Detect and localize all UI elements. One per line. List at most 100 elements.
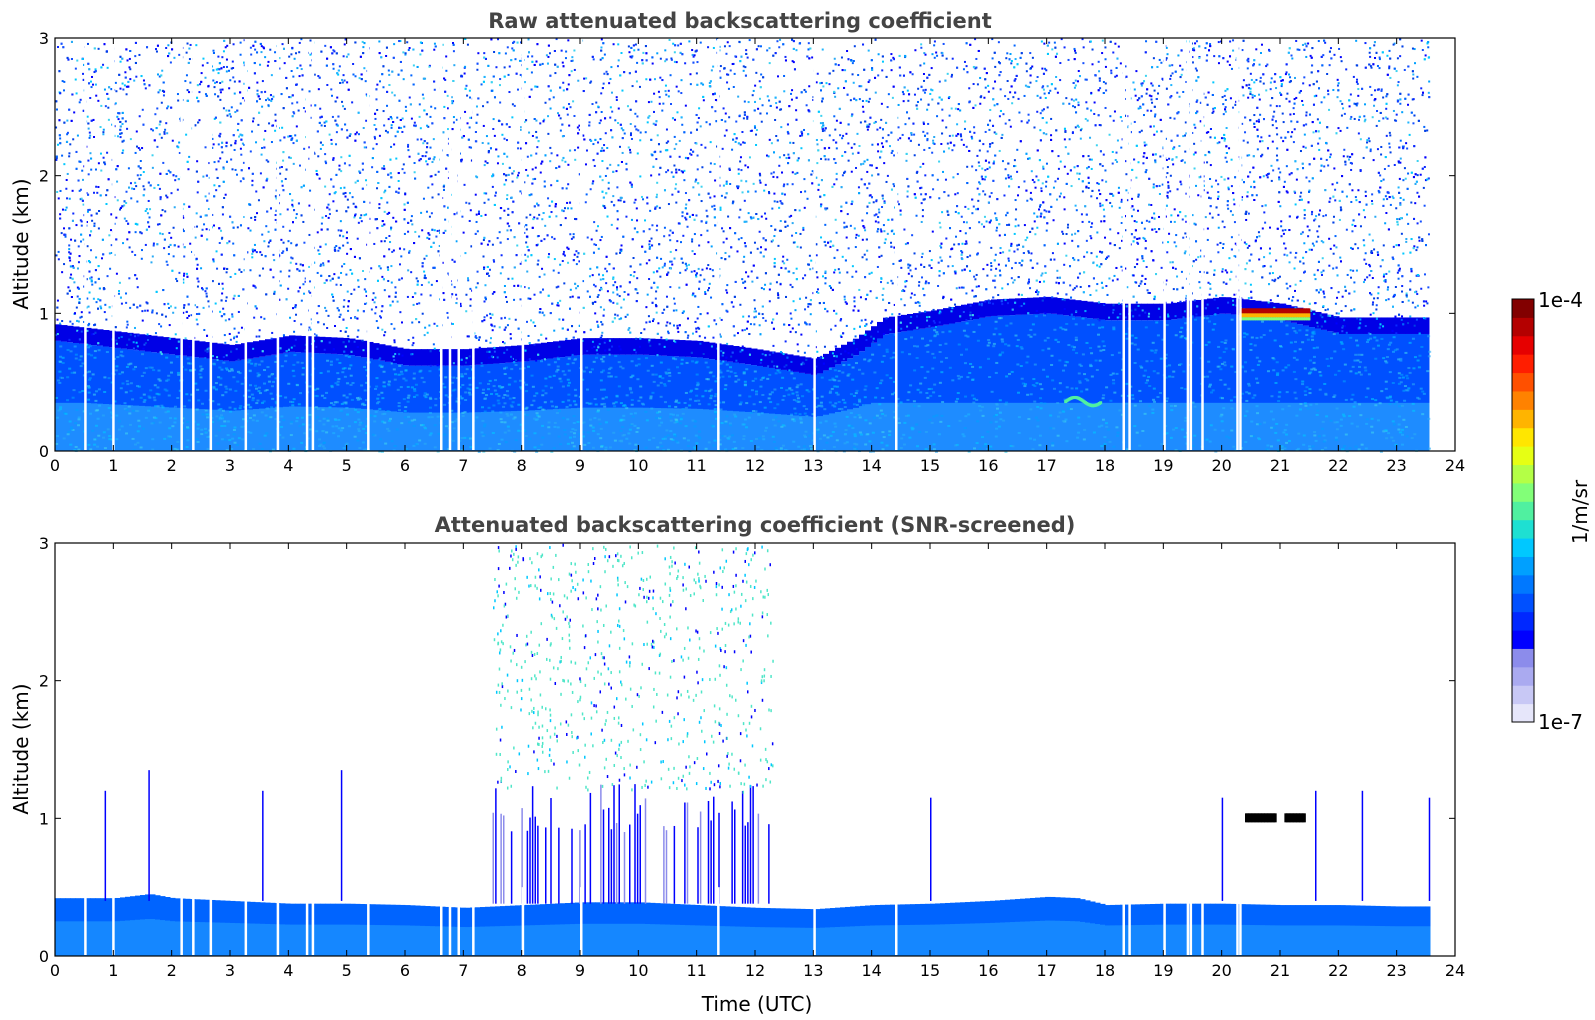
surface-band-column xyxy=(619,407,626,451)
noise-pixel xyxy=(536,85,539,88)
noise-pixel xyxy=(892,183,895,186)
noise-pixel xyxy=(1329,247,1332,250)
noise-pixel xyxy=(260,51,263,54)
noise-pixel xyxy=(570,70,573,73)
noise-pixel xyxy=(764,283,767,286)
noise-pixel xyxy=(682,234,685,237)
noise-pixel xyxy=(1155,230,1158,233)
noise-pixel xyxy=(791,327,794,330)
noise-pixel xyxy=(97,298,100,301)
noise-pixel xyxy=(955,287,958,290)
noise-pixel xyxy=(1305,176,1308,179)
mixing-layer-column xyxy=(307,352,314,451)
transition-column xyxy=(1405,317,1412,334)
noise-pixel xyxy=(433,48,436,51)
mixing-layer-column xyxy=(385,361,392,451)
noise-pixel xyxy=(173,56,176,59)
transition-column xyxy=(235,344,242,361)
mixing-layer-column xyxy=(1027,314,1034,451)
noise-pixel xyxy=(969,304,972,307)
noise-pixel xyxy=(1105,285,1108,288)
noise-pixel xyxy=(1362,239,1365,242)
noise-pixel xyxy=(1368,274,1371,277)
noise-pixel xyxy=(796,245,799,248)
noise-pixel xyxy=(961,251,964,254)
noise-pixel xyxy=(562,250,565,253)
noise-pixel xyxy=(1369,55,1372,58)
noise-pixel xyxy=(1061,298,1064,301)
noise-pixel xyxy=(270,74,273,77)
noise-pixel xyxy=(393,43,396,46)
noise-pixel xyxy=(745,49,748,52)
noise-pixel xyxy=(856,132,859,135)
noise-pixel xyxy=(463,72,466,75)
noise-pixel xyxy=(821,275,824,278)
noise-pixel xyxy=(102,131,105,134)
noise-pixel xyxy=(1153,212,1156,215)
noise-pixel xyxy=(104,303,107,306)
noise-pixel xyxy=(877,150,880,153)
noise-pixel xyxy=(408,46,411,49)
transition-column xyxy=(229,344,236,362)
noise-pixel xyxy=(699,342,702,345)
noise-pixel xyxy=(1329,153,1332,156)
noise-pixel xyxy=(684,62,687,65)
transition-column xyxy=(889,316,896,334)
noise-pixel xyxy=(1230,158,1233,161)
noise-pixel xyxy=(600,38,603,41)
noise-pixel xyxy=(572,233,575,236)
noise-pixel xyxy=(652,318,655,321)
noise-pixel xyxy=(526,67,529,70)
noise-pixel xyxy=(215,189,218,192)
noise-pixel xyxy=(594,312,597,315)
noise-pixel xyxy=(700,234,703,237)
noise-pixel xyxy=(430,283,433,286)
noise-pixel xyxy=(872,201,875,204)
noise-pixel xyxy=(745,220,748,223)
noise-pixel xyxy=(941,52,944,55)
noise-pixel xyxy=(877,330,880,333)
noise-pixel xyxy=(315,334,318,337)
noise-pixel xyxy=(1085,239,1088,242)
transition-column xyxy=(691,340,698,358)
mixing-layer-column xyxy=(1363,333,1370,451)
noise-pixel xyxy=(563,207,566,210)
noise-pixel xyxy=(353,216,356,219)
noise-pixel xyxy=(1169,261,1172,264)
noise-pixel xyxy=(326,83,329,86)
surface-band-column xyxy=(607,407,614,451)
noise-pixel xyxy=(665,171,668,174)
noise-pixel xyxy=(1020,120,1023,123)
noise-pixel xyxy=(219,82,222,85)
noise-pixel xyxy=(1385,299,1388,302)
mixing-layer-column xyxy=(1117,320,1124,451)
noise-pixel xyxy=(1401,145,1404,148)
noise-pixel xyxy=(1423,273,1426,276)
mixing-layer-column xyxy=(313,353,320,451)
noise-pixel xyxy=(565,187,568,190)
noise-pixel xyxy=(678,168,681,171)
surface-band-column xyxy=(583,407,590,451)
transition-column xyxy=(361,340,368,358)
noise-pixel xyxy=(1090,252,1093,255)
noise-pixel xyxy=(131,250,134,253)
noise-pixel xyxy=(1233,221,1236,224)
noise-pixel xyxy=(363,288,366,291)
noise-pixel xyxy=(726,284,729,287)
mixing-layer-column xyxy=(547,358,554,451)
noise-pixel xyxy=(99,126,102,129)
noise-pixel xyxy=(182,216,185,219)
noise-pixel xyxy=(216,358,219,361)
noise-pixel xyxy=(1396,218,1399,221)
noise-pixel xyxy=(293,344,296,347)
noise-pixel xyxy=(1141,82,1144,85)
noise-pixel xyxy=(185,74,188,77)
surface-band-column xyxy=(409,412,416,451)
noise-pixel xyxy=(668,234,671,237)
noise-pixel xyxy=(1222,113,1225,116)
noise-pixel xyxy=(126,59,129,62)
mixing-layer-column xyxy=(145,351,152,451)
noise-pixel xyxy=(760,120,763,123)
noise-pixel xyxy=(923,148,926,151)
noise-pixel xyxy=(747,275,750,278)
